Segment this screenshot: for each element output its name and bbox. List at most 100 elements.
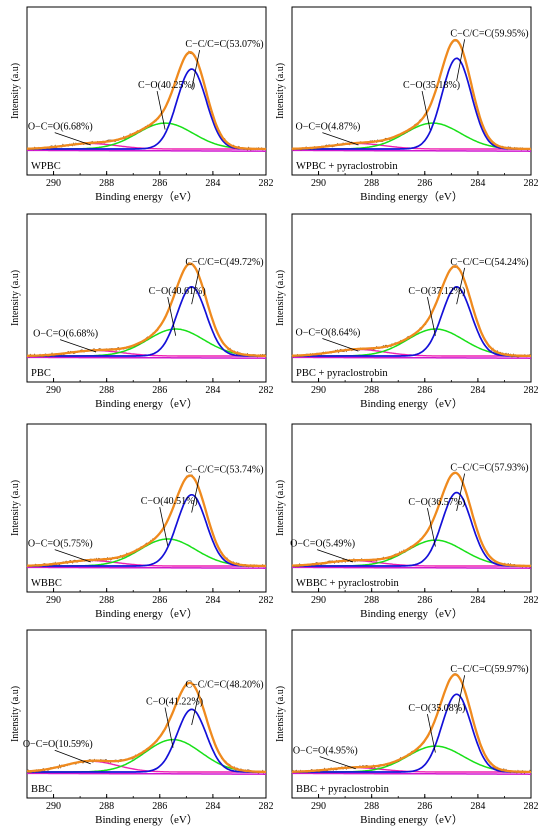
x-tick-label: 288 xyxy=(99,801,114,812)
x-tick-label: 288 xyxy=(99,385,114,396)
x-tick-label: 290 xyxy=(46,595,61,606)
y-axis-label: Intensity (a.u) xyxy=(275,480,286,536)
y-axis-label: Intensity (a.u) xyxy=(10,270,21,326)
baseline-curve xyxy=(292,356,531,359)
x-tick-label: 288 xyxy=(364,595,379,606)
x-tick-label: 288 xyxy=(99,595,114,606)
peak-label: C−C/C=C(48.20%) xyxy=(185,679,263,690)
envelope-curve xyxy=(27,262,267,358)
sample-label: WPBC + pyraclostrobin xyxy=(296,161,398,172)
peak-label: O−C=O(5.49%) xyxy=(290,539,355,550)
plot-frame xyxy=(26,629,267,799)
plot-frame xyxy=(291,6,532,176)
x-tick-label: 284 xyxy=(470,385,485,396)
x-tick-label: 284 xyxy=(205,801,220,812)
x-tick-label: 282 xyxy=(524,595,539,606)
xps-panel: 290 288 286 284 282 Binding energy（eV） Intensi… xyxy=(10,629,274,826)
peak-leader-line xyxy=(456,39,466,82)
cc-peak-curve xyxy=(27,708,266,773)
peak-leader-line xyxy=(427,507,436,547)
peak-leader-line xyxy=(54,749,91,765)
envelope-curve xyxy=(27,51,266,151)
plot-frame xyxy=(26,423,267,593)
xps-panel: 290 288 286 284 282 Binding energy（eV） Intensi… xyxy=(10,423,274,620)
xps-panel: 290 288 286 284 282 Binding energy（eV） Intensi… xyxy=(275,423,539,620)
raw-data-curve xyxy=(291,265,532,358)
x-tick-label: 286 xyxy=(152,178,167,189)
peak-label: C−O(40.25%) xyxy=(138,80,195,91)
sample-label: WBBC + pyraclostrobin xyxy=(296,578,399,589)
sample-label: PBC xyxy=(31,368,51,379)
y-axis-label: Intensity (a.u) xyxy=(275,63,286,119)
x-tick-label: 290 xyxy=(311,385,326,396)
peak-leader-line xyxy=(191,49,201,90)
y-axis-label: Intensity (a.u) xyxy=(10,686,21,742)
peak-leader-line xyxy=(456,675,466,714)
raw-data-curve xyxy=(291,39,532,151)
peak-leader-line xyxy=(54,132,91,146)
sample-label: WBBC xyxy=(31,578,62,589)
peak-label: C−C/C=C(59.97%) xyxy=(450,664,528,675)
sample-label: BBC xyxy=(31,784,52,795)
cc-peak-curve xyxy=(292,57,531,150)
x-axis-label: Binding energy（eV） xyxy=(95,813,198,826)
sample-label: BBC + pyraclostrobin xyxy=(296,784,390,795)
x-axis-label: Binding energy（eV） xyxy=(360,397,463,410)
peak-leader-line xyxy=(421,90,431,130)
peak-leader-line xyxy=(59,339,97,353)
envelope-curve xyxy=(27,474,266,568)
x-tick-label: 286 xyxy=(152,801,167,812)
cc-peak-curve xyxy=(292,286,531,357)
baseline-curve xyxy=(27,566,266,569)
plot-frame xyxy=(291,423,532,593)
x-tick-label: 282 xyxy=(259,178,274,189)
baseline-curve xyxy=(27,772,266,775)
sample-label: WPBC xyxy=(31,161,61,172)
plot-frame xyxy=(291,629,532,799)
peak-label: C−O(37.12%) xyxy=(408,286,465,297)
x-tick-label: 290 xyxy=(46,385,61,396)
xps-panel: 290 288 286 284 282 Binding energy（eV） Intensi… xyxy=(275,213,539,410)
peak-label: O−C=O(6.68%) xyxy=(28,122,93,133)
x-tick-label: 284 xyxy=(205,178,220,189)
x-tick-label: 288 xyxy=(364,385,379,396)
peak-label: O−C=O(10.59%) xyxy=(23,739,93,750)
x-tick-label: 282 xyxy=(259,801,274,812)
peak-label: C−O(41.22%) xyxy=(146,697,203,708)
xps-panel: 290 288 286 284 282 Binding energy（eV） Intensi… xyxy=(10,213,274,410)
raw-data-curve xyxy=(291,673,532,775)
x-tick-label: 284 xyxy=(470,178,485,189)
peak-leader-line xyxy=(427,713,436,753)
x-tick-label: 286 xyxy=(152,385,167,396)
peak-label: C−C/C=C(59.95%) xyxy=(450,28,528,39)
baseline-curve xyxy=(292,566,531,569)
x-tick-label: 290 xyxy=(46,801,61,812)
x-tick-label: 286 xyxy=(417,178,432,189)
xps-panel: 290 288 286 284 282 Binding energy（eV） Intensi… xyxy=(10,6,274,203)
raw-data-curve xyxy=(291,471,532,568)
x-axis-label: Binding energy（eV） xyxy=(360,190,463,203)
peak-leader-line xyxy=(191,267,201,305)
sample-label: PBC + pyraclostrobin xyxy=(296,368,388,379)
y-axis-label: Intensity (a.u) xyxy=(10,480,21,536)
cc-peak-curve xyxy=(27,68,266,150)
peak-label: O−C=O(6.68%) xyxy=(33,329,98,340)
peak-leader-line xyxy=(456,267,466,305)
peak-label: C−C/C=C(54.24%) xyxy=(450,257,528,268)
y-axis-label: Intensity (a.u) xyxy=(10,63,21,119)
x-tick-label: 290 xyxy=(311,178,326,189)
x-tick-label: 290 xyxy=(46,178,61,189)
peak-leader-line xyxy=(164,707,174,748)
peak-label: O−C=O(5.75%) xyxy=(28,539,93,550)
x-tick-label: 286 xyxy=(417,595,432,606)
y-axis-label: Intensity (a.u) xyxy=(275,686,286,742)
peak-leader-line xyxy=(159,506,169,546)
peak-label: C−O(35.08%) xyxy=(408,703,465,714)
baseline-curve xyxy=(292,772,531,775)
x-tick-label: 282 xyxy=(524,178,539,189)
x-tick-label: 286 xyxy=(417,801,432,812)
x-tick-label: 290 xyxy=(311,801,326,812)
peak-leader-line xyxy=(322,338,359,352)
peak-leader-line xyxy=(191,690,201,726)
x-axis-label: Binding energy（eV） xyxy=(95,190,198,203)
